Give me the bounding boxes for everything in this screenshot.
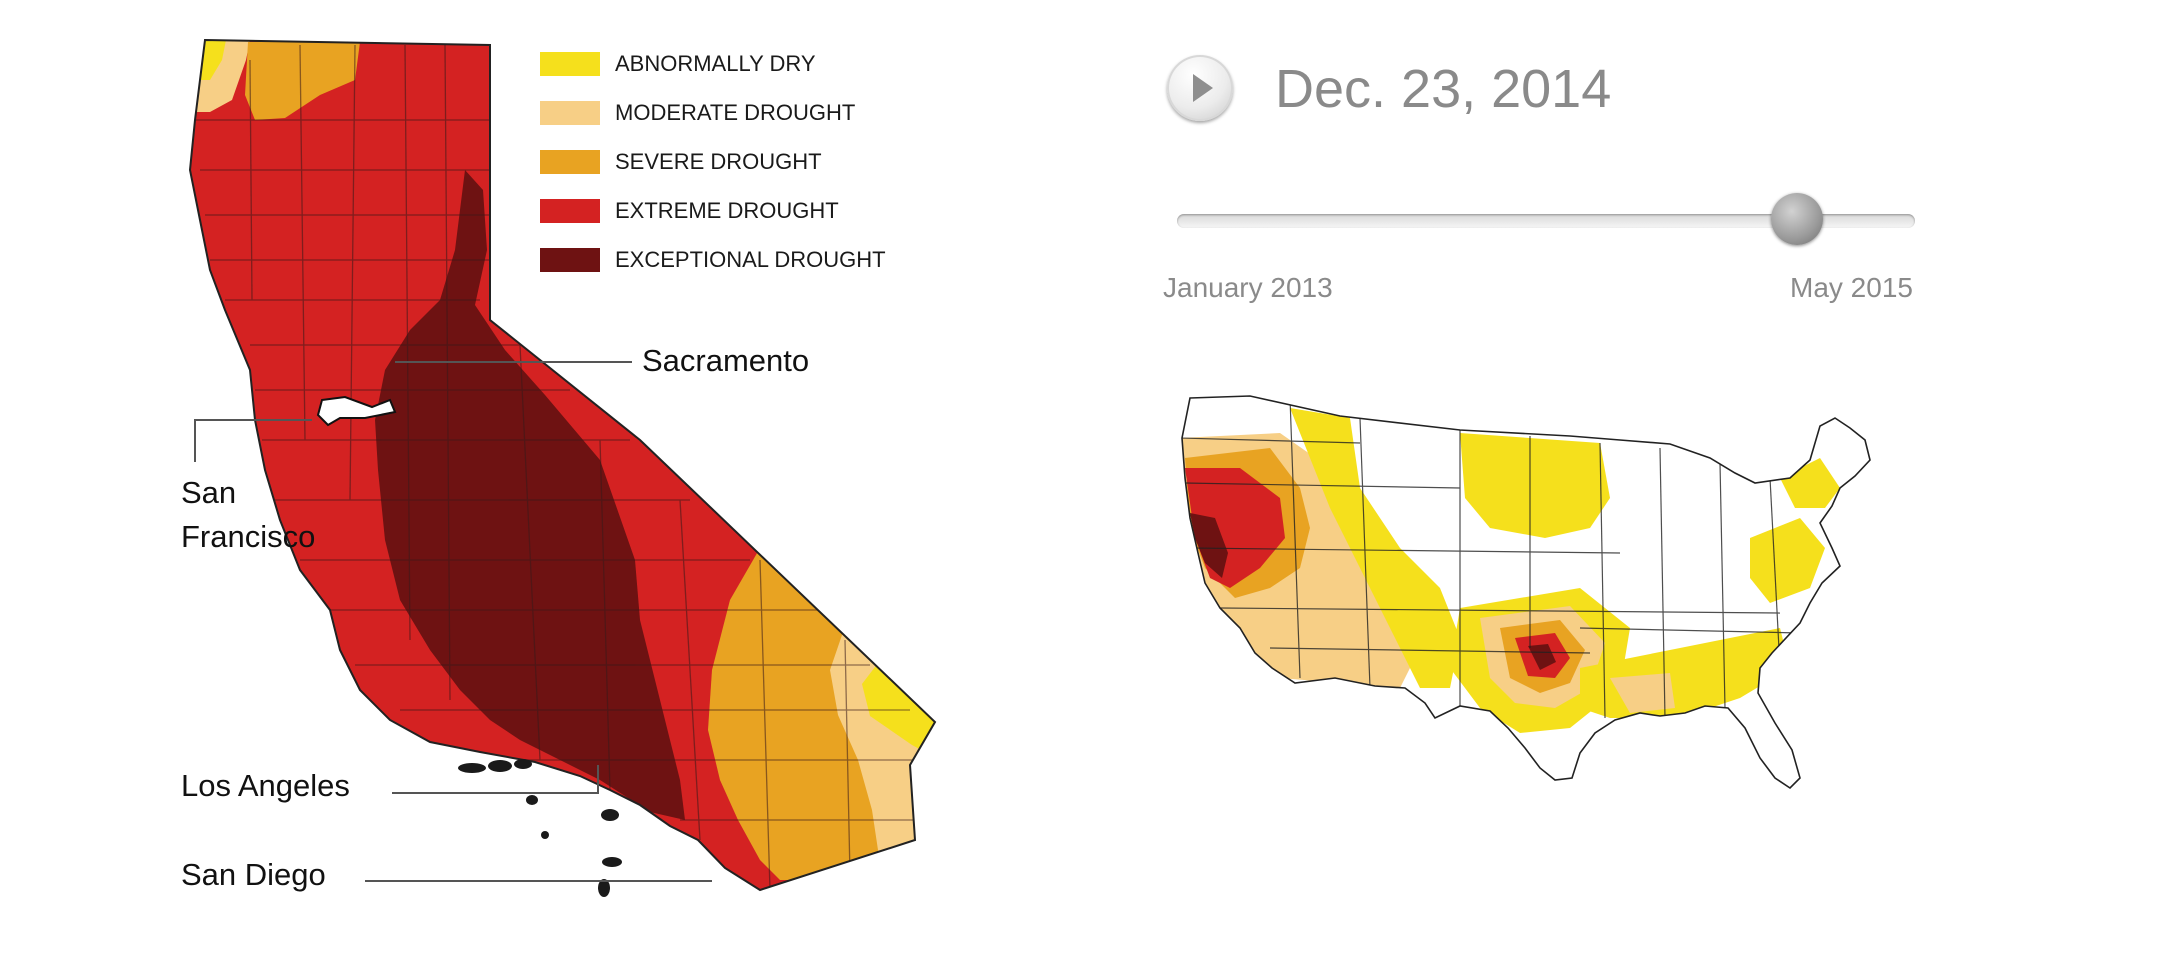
timeline-end-label: May 2015 xyxy=(1790,272,1913,303)
legend-swatch xyxy=(540,101,600,125)
legend-label: MODERATE DROUGHT xyxy=(615,100,856,125)
legend-swatch xyxy=(540,248,600,272)
current-date: Dec. 23, 2014 xyxy=(1275,59,1612,119)
city-label-san-diego: San Diego xyxy=(181,857,326,892)
channel-islands xyxy=(458,759,622,897)
us-drought-map xyxy=(1181,395,1871,790)
plains-abnormally-dry-region xyxy=(1460,433,1610,538)
city-label-sacramento: Sacramento xyxy=(642,343,810,378)
timeline-slider-track[interactable] xyxy=(1177,214,1915,228)
timeline-start-label: January 2013 xyxy=(1163,272,1333,303)
us-outline xyxy=(1181,395,1871,790)
legend-swatch xyxy=(540,150,600,174)
san-francisco-bay xyxy=(316,395,397,427)
east-abnormally-dry-region xyxy=(1750,518,1825,603)
state-boundaries xyxy=(1182,397,1801,719)
exceptional-drought-region xyxy=(375,170,685,820)
gulf-moderate-drought-region xyxy=(1610,673,1675,713)
san-francisco-line-2: Francisco xyxy=(181,519,316,554)
legend-swatch xyxy=(540,199,600,223)
county-boundaries xyxy=(195,44,930,890)
san-francisco-line-1: San xyxy=(181,475,237,510)
city-label-los-angeles: Los Angeles xyxy=(181,768,350,803)
play-button[interactable] xyxy=(1167,55,1233,121)
north-severe-drought-region xyxy=(245,42,360,120)
legend-label: EXTREME DROUGHT xyxy=(615,198,839,223)
legend-label: EXCEPTIONAL DROUGHT xyxy=(615,247,886,272)
california-outline xyxy=(188,38,937,892)
legend-label: ABNORMALLY DRY xyxy=(615,51,816,76)
southern-plains-exceptional-drought-region xyxy=(1528,644,1556,670)
west-abnormally-dry-region xyxy=(1290,408,1460,688)
legend-label: SEVERE DROUGHT xyxy=(615,149,822,174)
west-exceptional-drought-region xyxy=(1190,513,1228,578)
timeline-slider-thumb[interactable] xyxy=(1770,193,1823,245)
leader-lines xyxy=(194,361,712,882)
play-icon xyxy=(1193,74,1213,102)
legend-swatch xyxy=(540,52,600,76)
city-label-san-francisco: San Francisco xyxy=(181,471,315,559)
california-drought-map xyxy=(188,38,937,897)
